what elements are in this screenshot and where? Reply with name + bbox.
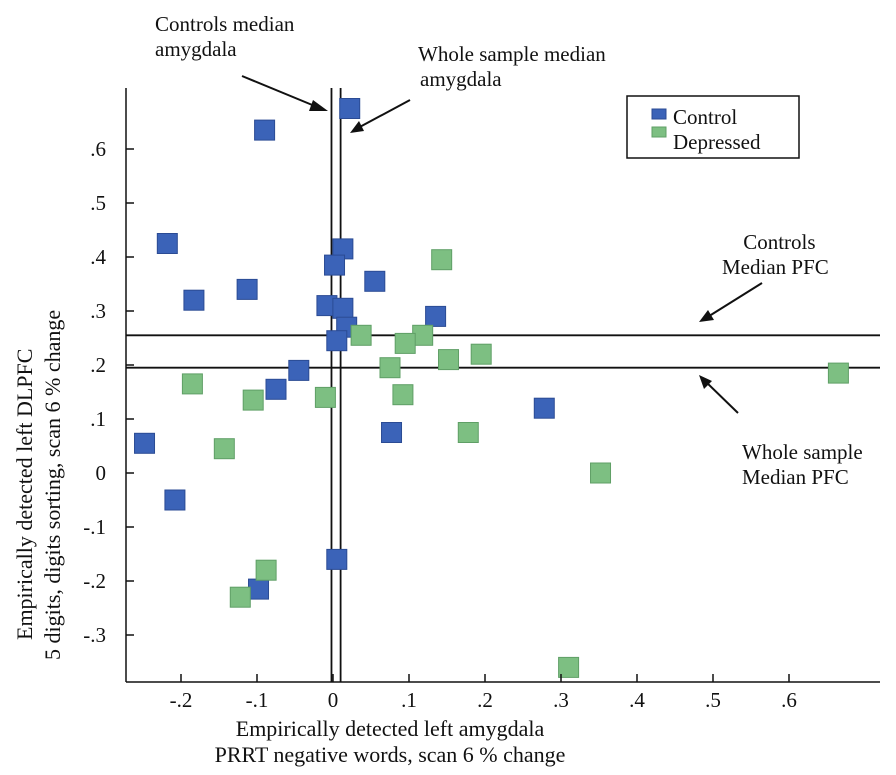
legend: Control Depressed — [626, 95, 800, 159]
control-point — [254, 119, 276, 141]
arrowhead-controls-median-pfc — [699, 310, 714, 322]
control-point — [425, 305, 447, 327]
arrow-whole-sample-median-pfc — [703, 379, 739, 414]
control-point — [381, 422, 403, 443]
annotation-controls-median-pfc: Controls Median PFC — [722, 230, 829, 280]
arrowhead-whole-sample-median-amygdala — [350, 121, 364, 133]
annotation-line: Median PFC — [741, 465, 849, 489]
control-point — [332, 297, 354, 319]
depressed-point — [350, 324, 372, 346]
y-tick-label: -.2 — [83, 569, 106, 593]
annotation-line: amygdala — [420, 67, 502, 91]
arrow-whole-sample-median-amygdala — [355, 99, 411, 130]
depressed-point — [242, 389, 264, 411]
legend-label-control: Control — [673, 105, 737, 129]
depressed-point — [379, 357, 401, 379]
data-points — [134, 98, 849, 678]
arrow-controls-median-amygdala — [241, 75, 323, 110]
y-tick-label: .4 — [90, 245, 106, 269]
legend-swatch-control — [651, 108, 667, 120]
annotation-controls-median-amygdala: Controls median amygdala — [155, 12, 294, 62]
x-tick-label: .4 — [629, 688, 645, 712]
annotation-line: Whole sample — [742, 440, 863, 464]
depressed-point — [314, 386, 336, 408]
annotation-whole-sample-median-pfc: Whole sample Median PFC — [742, 440, 863, 490]
annotation-arrows — [241, 75, 763, 414]
arrowhead-controls-median-amygdala — [309, 100, 328, 111]
y-tick-label: .1 — [90, 407, 106, 431]
annotation-line: Median PFC — [722, 255, 829, 279]
depressed-point — [213, 438, 235, 460]
annotation-line: Controls — [743, 230, 816, 254]
arrow-controls-median-pfc — [705, 282, 763, 319]
control-point — [265, 378, 287, 400]
x-axis-title-line: PRRT negative words, scan 6 % change — [214, 742, 566, 767]
axes — [125, 88, 880, 683]
depressed-point — [470, 343, 492, 365]
ticks: .6 .5 .4 .3 .2 .1 0 -.1 -.2 -.3 -.2 -.1 0 .1 .2 .3 .4 .5.… — [83, 137, 797, 712]
annotation-line: amygdala — [155, 37, 237, 61]
annotation-whole-sample-median-amygdala: Whole sample median amygdala — [418, 42, 606, 92]
x-tick-label: .3 — [553, 688, 569, 712]
control-point — [364, 270, 386, 292]
control-point — [164, 489, 186, 511]
depressed-point — [392, 384, 414, 406]
x-tick-label: .1 — [401, 688, 417, 712]
depressed-point — [558, 656, 580, 678]
x-axis-title: Empirically detected left amygdala PRRT … — [150, 716, 630, 768]
depressed-point — [457, 422, 479, 443]
control-point — [236, 278, 258, 300]
depressed-point — [438, 349, 460, 371]
control-point — [339, 98, 361, 119]
control-point — [156, 233, 178, 254]
control-point — [134, 432, 156, 454]
depressed-point — [229, 586, 251, 608]
y-tick-label: .5 — [90, 191, 106, 215]
control-point — [248, 578, 270, 600]
depressed-point — [590, 462, 612, 484]
x-axis-title-line: Empirically detected left amygdala — [235, 716, 545, 741]
y-tick-label: 0 — [96, 461, 107, 485]
control-point — [533, 397, 555, 419]
reference-lines — [126, 88, 880, 682]
depressed-point — [255, 559, 277, 581]
legend-label-depressed: Depressed — [673, 130, 761, 154]
y-tick-label: .2 — [90, 353, 106, 377]
arrowhead-whole-sample-median-pfc — [699, 375, 712, 389]
annotation-line: Controls median — [155, 12, 295, 36]
legend-swatch-depressed — [651, 126, 667, 138]
x-tick-label: .6 — [781, 688, 797, 712]
y-tick-label: -.1 — [83, 515, 106, 539]
depressed-point — [827, 362, 849, 384]
y-tick-label: .6 — [90, 137, 106, 161]
annotation-line: Whole sample median — [418, 42, 606, 66]
depressed-point — [181, 373, 203, 395]
control-point — [183, 289, 205, 311]
x-tick-label: .2 — [477, 688, 493, 712]
control-point — [288, 359, 310, 381]
x-tick-label: 0 — [328, 688, 339, 712]
depressed-point — [431, 249, 453, 271]
x-tick-label: -.2 — [170, 688, 193, 712]
x-tick-label: -.1 — [246, 688, 269, 712]
y-tick-label: -.3 — [83, 623, 106, 647]
control-point — [324, 254, 346, 276]
control-point — [326, 548, 348, 570]
x-tick-label: .5 — [705, 688, 721, 712]
control-point — [326, 330, 348, 352]
y-tick-label: .3 — [90, 299, 106, 323]
depressed-point — [394, 332, 416, 354]
